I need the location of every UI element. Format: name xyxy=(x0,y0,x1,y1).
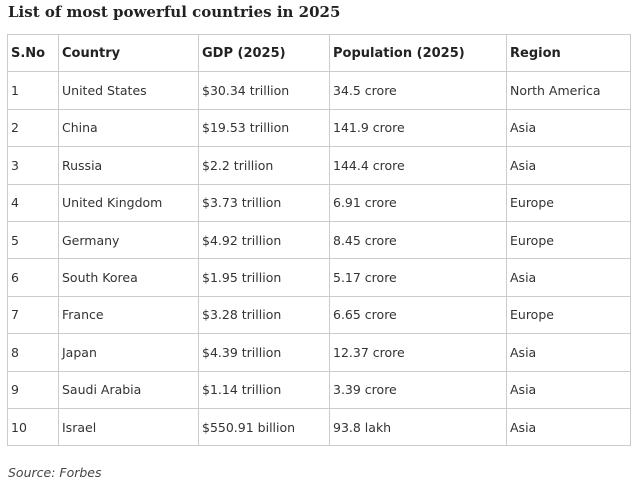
header-cell: GDP (2025) xyxy=(198,33,330,73)
cell: Asia xyxy=(506,370,631,409)
row: 5 Germany $4.92 trillion 8.45 crore Europe xyxy=(7,220,631,260)
cell: 9 xyxy=(7,370,59,409)
header-cell: S.No xyxy=(7,33,59,73)
cell: $1.95 trillion xyxy=(198,258,330,297)
cell: 141.9 crore xyxy=(329,108,507,148)
cell: Asia xyxy=(506,146,631,185)
header-cell: Country xyxy=(58,33,199,73)
cell: 6 xyxy=(7,258,59,297)
cell: Asia xyxy=(506,407,631,447)
cell: South Korea xyxy=(58,258,199,297)
cell: Japan xyxy=(58,333,199,372)
cell: Asia xyxy=(506,333,631,372)
table-body: 1 United States $30.34 trillion 34.5 crore N… xyxy=(7,71,631,447)
cell: France xyxy=(58,295,199,335)
cell: United Kingdom xyxy=(58,183,199,222)
row: 1 United States $30.34 trillion 34.5 crore N… xyxy=(7,71,631,110)
cell: 12.37 crore xyxy=(329,333,507,372)
cell: $4.92 trillion xyxy=(198,220,330,260)
cell: $550.91 billion xyxy=(198,407,330,447)
cell: 8 xyxy=(7,333,59,372)
row: 6 South Korea $1.95 trillion 5.17 crore Asia xyxy=(7,258,631,297)
row: 10 Israel $550.91 billion 93.8 lakh Asia xyxy=(7,407,631,447)
cell: Asia xyxy=(506,258,631,297)
cell: $30.34 trillion xyxy=(198,71,330,110)
cell: 8.45 crore xyxy=(329,220,507,260)
cell: $3.73 trillion xyxy=(198,183,330,222)
cell: 5.17 crore xyxy=(329,258,507,297)
cell: Europe xyxy=(506,295,631,335)
cell: 34.5 crore xyxy=(329,71,507,110)
cell: 5 xyxy=(7,220,59,260)
cell: $19.53 trillion xyxy=(198,108,330,148)
cell: 6.65 crore xyxy=(329,295,507,335)
cell: Israel xyxy=(58,407,199,447)
source: Source: Forbes xyxy=(8,465,102,480)
cell: 6.91 crore xyxy=(329,183,507,222)
cell: 1 xyxy=(7,71,59,110)
cell: Europe xyxy=(506,220,631,260)
cell: 10 xyxy=(7,407,59,447)
header-row: S.No Country GDP (2025) Population (2025) Re… xyxy=(7,33,631,73)
row: 9 Saudi Arabia $1.14 trillion 3.39 crore Asi… xyxy=(7,370,631,409)
row: 8 Japan $4.39 trillion 12.37 crore Asia xyxy=(7,333,631,372)
cell: 7 xyxy=(7,295,59,335)
countries-table: S.No Country GDP (2025) Population (2025) Re… xyxy=(7,33,631,447)
cell: Saudi Arabia xyxy=(58,370,199,409)
cell: Germany xyxy=(58,220,199,260)
cell: United States xyxy=(58,71,199,110)
header-cell: Region xyxy=(506,33,631,73)
cell: 2 xyxy=(7,108,59,148)
cell: 93.8 lakh xyxy=(329,407,507,447)
cell: $4.39 trillion xyxy=(198,333,330,372)
row: 7 France $3.28 trillion 6.65 crore Europe xyxy=(7,295,631,335)
cell: Russia xyxy=(58,146,199,185)
cell: $1.14 trillion xyxy=(198,370,330,409)
cell: $3.28 trillion xyxy=(198,295,330,335)
row: 2 China $19.53 trillion 141.9 crore Asia xyxy=(7,108,631,148)
cell: $2.2 trillion xyxy=(198,146,330,185)
cell: 144.4 crore xyxy=(329,146,507,185)
cell: 3.39 crore xyxy=(329,370,507,409)
row: 4 United Kingdom $3.73 trillion 6.91 crore E… xyxy=(7,183,631,222)
cell: China xyxy=(58,108,199,148)
row: 3 Russia $2.2 trillion 144.4 crore Asia xyxy=(7,146,631,185)
header-cell: Population (2025) xyxy=(329,33,507,73)
cell: 3 xyxy=(7,146,59,185)
cell: 4 xyxy=(7,183,59,222)
cell: North America xyxy=(506,71,631,110)
cell: Europe xyxy=(506,183,631,222)
title: List of most powerful countries in 2025 xyxy=(8,3,341,21)
cell: Asia xyxy=(506,108,631,148)
